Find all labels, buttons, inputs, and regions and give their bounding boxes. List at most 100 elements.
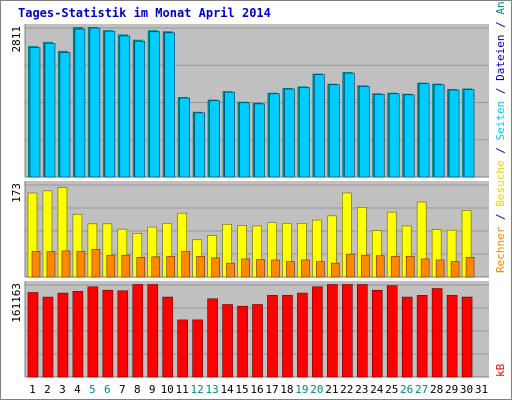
x-tick-label: 4 <box>74 383 81 396</box>
bar-dateien <box>239 102 250 178</box>
bar-dateien <box>314 74 325 178</box>
bar-dateien <box>44 43 56 178</box>
bar-kb <box>207 298 218 378</box>
bar-kb <box>192 319 203 378</box>
y-tick-label-top: 2811 <box>10 26 23 53</box>
bar-besuche <box>121 254 131 278</box>
bar-besuche <box>331 262 340 278</box>
x-tick-label: 13 <box>205 383 218 396</box>
bar-besuche <box>196 255 205 278</box>
x-tick-label: 27 <box>415 383 428 396</box>
bar-dateien <box>134 41 146 178</box>
bar-dateien <box>329 84 340 178</box>
bar-kb <box>356 284 368 378</box>
bar-kb <box>147 284 159 378</box>
bar-besuche <box>211 257 220 278</box>
bar-kb <box>401 296 413 378</box>
bar-besuche <box>136 257 146 278</box>
bar-kb <box>162 296 174 378</box>
bar-kb <box>252 304 263 378</box>
bar-kb <box>282 295 293 378</box>
x-tick-label: 10 <box>161 383 174 396</box>
bar-besuche <box>435 259 445 278</box>
bar-besuche <box>151 256 161 278</box>
bar-kb <box>132 284 144 378</box>
bar-besuche <box>226 262 235 278</box>
bar-dateien <box>388 93 400 178</box>
bar-besuche <box>450 261 460 278</box>
bar-dateien <box>149 31 161 178</box>
bar-besuche <box>166 255 176 278</box>
bar-besuche <box>31 251 41 278</box>
x-tick-label: 7 <box>119 383 126 396</box>
bar-kb <box>42 296 54 378</box>
x-tick-label: 18 <box>280 383 293 396</box>
bar-kb <box>72 291 84 378</box>
right-legend-top: Rechner / Besuche / Seiten / Dateien / A… <box>494 1 507 273</box>
x-tick-label: 28 <box>430 383 443 396</box>
bar-dateien <box>403 94 415 178</box>
bar-dateien <box>119 35 131 178</box>
bar-dateien <box>448 89 460 178</box>
legend-entry: Besuche <box>494 160 507 206</box>
x-tick-label: 29 <box>445 383 458 396</box>
x-tick-label: 1 <box>29 383 36 396</box>
legend-entry: Seiten <box>494 101 507 141</box>
bar-kb <box>237 305 248 378</box>
legend-entry: Rechner <box>494 226 507 273</box>
x-tick-label: 14 <box>220 383 234 396</box>
x-tick-label: 22 <box>340 383 353 396</box>
bar-besuche <box>316 261 325 278</box>
bar-besuche <box>286 261 295 278</box>
bar-besuche <box>271 259 280 278</box>
x-tick-label: 19 <box>295 383 308 396</box>
bar-kb <box>177 319 188 378</box>
bar-besuche <box>346 253 355 278</box>
bar-kb <box>312 286 323 378</box>
x-tick-label: 25 <box>385 383 398 396</box>
bar-kb <box>297 292 308 378</box>
bar-dateien <box>194 112 205 178</box>
legend-entry: Anfragen <box>494 1 507 15</box>
bar-kb <box>87 286 99 378</box>
x-tick-label: 9 <box>149 383 156 396</box>
bar-besuche <box>360 254 370 278</box>
bar-besuche <box>61 250 71 278</box>
bar-besuche <box>76 251 86 278</box>
bar-besuche <box>46 251 56 278</box>
bar-kb <box>416 295 428 378</box>
legend-entry: / <box>494 81 507 101</box>
bar-besuche <box>91 249 101 278</box>
bar-dateien <box>418 83 430 178</box>
bar-dateien <box>179 97 190 178</box>
x-tick-label: 21 <box>325 383 338 396</box>
x-tick-label: 30 <box>460 383 473 396</box>
bar-kb <box>117 290 129 378</box>
bar-dateien <box>254 103 265 178</box>
bar-dateien <box>344 72 355 178</box>
bar-kb <box>431 288 443 378</box>
bar-kb <box>102 289 114 378</box>
bar-besuche <box>405 255 415 278</box>
bar-kb <box>386 285 398 378</box>
x-tick-label: 20 <box>310 383 323 396</box>
bar-besuche <box>181 251 190 278</box>
bar-besuche <box>420 258 430 278</box>
x-tick-label: 5 <box>89 383 96 396</box>
x-tick-label: 26 <box>400 383 413 396</box>
legend-entry: / <box>494 141 507 161</box>
x-tick-label: 11 <box>176 383 189 396</box>
bar-kb <box>57 292 69 378</box>
legend-entry: / <box>494 15 507 35</box>
bar-kb <box>27 292 39 378</box>
bar-dateien <box>74 28 86 178</box>
right-legend-bottom: kB <box>494 363 507 377</box>
bar-dateien <box>29 47 41 178</box>
bar-kb <box>267 295 278 378</box>
x-tick-label: 23 <box>355 383 368 396</box>
bar-besuche <box>241 258 250 278</box>
bar-kb <box>371 289 383 378</box>
bar-besuche <box>301 259 310 278</box>
